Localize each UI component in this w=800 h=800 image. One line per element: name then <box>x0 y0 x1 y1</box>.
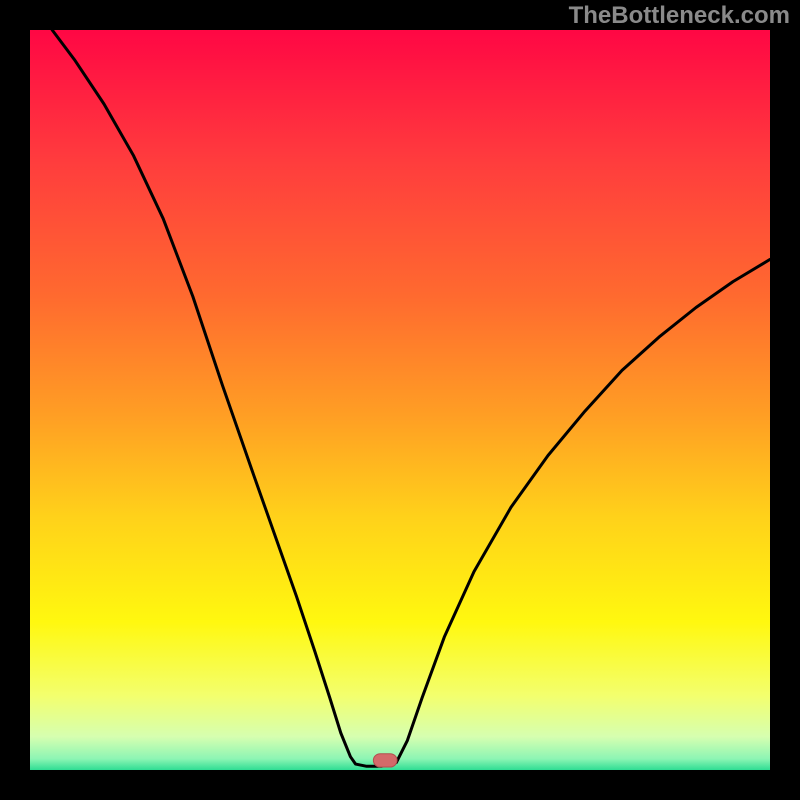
plot-area <box>30 30 770 770</box>
chart-frame: TheBottleneck.com <box>0 0 800 800</box>
watermark-text: TheBottleneck.com <box>569 2 790 30</box>
optimal-point-marker <box>373 754 397 767</box>
plot-svg <box>30 30 770 770</box>
gradient-background <box>30 30 770 770</box>
